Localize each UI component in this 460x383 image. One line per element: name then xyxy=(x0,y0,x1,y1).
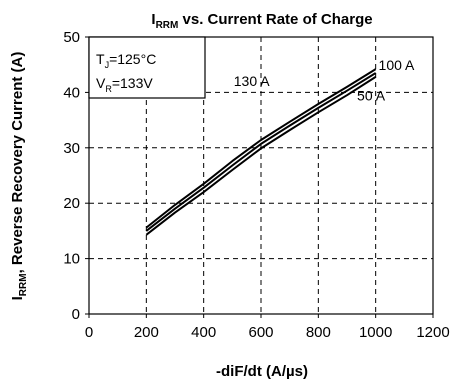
condition-tj: TJ=125°C xyxy=(96,51,156,70)
chart-title: IRRM vs. Current Rate of Charge xyxy=(151,11,372,31)
x-tick-label: 600 xyxy=(248,324,273,341)
y-tick-label: 30 xyxy=(63,140,80,157)
chart-title-main: I xyxy=(151,11,155,28)
y-tick-label: 50 xyxy=(63,29,80,46)
y-tick-label: 40 xyxy=(63,84,80,101)
condition-tj-main: T xyxy=(96,51,105,67)
x-tick-label: 800 xyxy=(306,324,331,341)
y-axis-label-sub: RRM xyxy=(18,273,29,296)
condition-vr: VR=133V xyxy=(96,75,153,94)
series-line-130a xyxy=(145,68,377,229)
series-line-50a xyxy=(145,76,377,236)
plot-frame xyxy=(88,36,434,315)
y-tick-label: 10 xyxy=(63,251,80,268)
condition-vr-rest: =133V xyxy=(112,75,154,91)
x-tick-label: 1000 xyxy=(359,324,392,341)
x-tick-label: 0 xyxy=(85,324,93,341)
series-labels: 130 A 100 A 50 A xyxy=(234,57,415,103)
x-axis-label: -diF/dt (A/µs) xyxy=(216,363,308,380)
series-label: 100 A xyxy=(379,57,415,73)
series-lines xyxy=(145,68,377,236)
condition-vr-main: V xyxy=(96,75,106,91)
series-label: 50 A xyxy=(357,88,386,104)
chart-title-sub: RRM xyxy=(156,20,179,31)
x-tick-label: 200 xyxy=(134,324,159,341)
tick-labels: 0 200 400 600 800 1000 1200 0 10 20 30 40 50 xyxy=(63,29,449,341)
x-tick-label: 1200 xyxy=(416,324,449,341)
y-tick-label: 20 xyxy=(63,195,80,212)
x-tick-label: 400 xyxy=(191,324,216,341)
conditions-box: TJ=125°C VR=133V xyxy=(88,36,206,99)
y-tick-label: 0 xyxy=(72,306,80,323)
y-axis-label-rest: , Reverse Recovery Current (A) xyxy=(9,52,26,274)
series-line-100a xyxy=(145,72,377,232)
condition-tj-rest: =125°C xyxy=(109,51,156,67)
condition-tj-sub: J xyxy=(105,60,110,70)
y-axis-label-main: I xyxy=(9,296,26,300)
y-axis-label: IRRM, Reverse Recovery Current (A) xyxy=(9,52,29,301)
series-label: 130 A xyxy=(234,73,270,89)
conditions-box-frame xyxy=(88,36,206,99)
condition-vr-sub: R xyxy=(105,84,112,94)
chart-title-rest: vs. Current Rate of Charge xyxy=(178,11,372,28)
